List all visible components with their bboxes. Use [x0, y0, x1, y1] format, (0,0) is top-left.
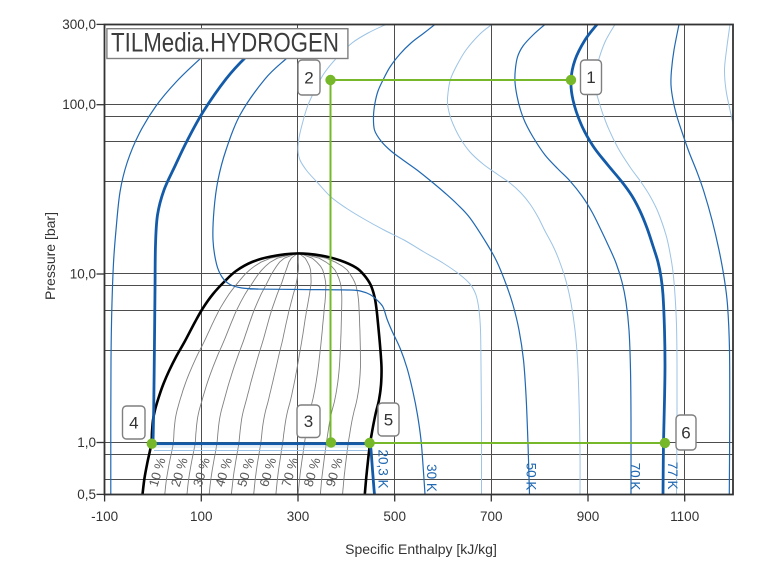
svg-text:Specific Enthalpy [kJ/kg]: Specific Enthalpy [kJ/kg] — [345, 541, 497, 557]
svg-text:0,5: 0,5 — [77, 487, 96, 502]
svg-text:700: 700 — [480, 509, 503, 524]
svg-text:4: 4 — [129, 414, 138, 433]
svg-text:1,0: 1,0 — [77, 435, 96, 450]
svg-text:1100: 1100 — [670, 509, 699, 524]
svg-text:20,3 K: 20,3 K — [376, 449, 391, 488]
svg-text:5: 5 — [384, 411, 393, 430]
svg-text:77 K: 77 K — [665, 462, 680, 490]
svg-text:500: 500 — [383, 509, 406, 524]
svg-text:100: 100 — [190, 509, 213, 524]
svg-text:300: 300 — [287, 509, 310, 524]
svg-text:10,0: 10,0 — [70, 267, 96, 282]
svg-text:900: 900 — [577, 509, 600, 524]
svg-text:300,0: 300,0 — [62, 17, 96, 32]
svg-text:50 K: 50 K — [524, 463, 539, 491]
svg-text:70 K: 70 K — [628, 463, 643, 491]
svg-text:30 K: 30 K — [424, 464, 439, 492]
svg-text:Pressure [bar]: Pressure [bar] — [42, 212, 58, 300]
svg-text:-100: -100 — [91, 509, 118, 524]
svg-text:100,0: 100,0 — [62, 97, 96, 112]
svg-text:6: 6 — [681, 424, 690, 443]
svg-text:2: 2 — [304, 69, 313, 88]
svg-text:3: 3 — [304, 412, 313, 431]
svg-text:1: 1 — [586, 68, 595, 87]
svg-text:TILMedia.HYDROGEN: TILMedia.HYDROGEN — [111, 28, 339, 58]
